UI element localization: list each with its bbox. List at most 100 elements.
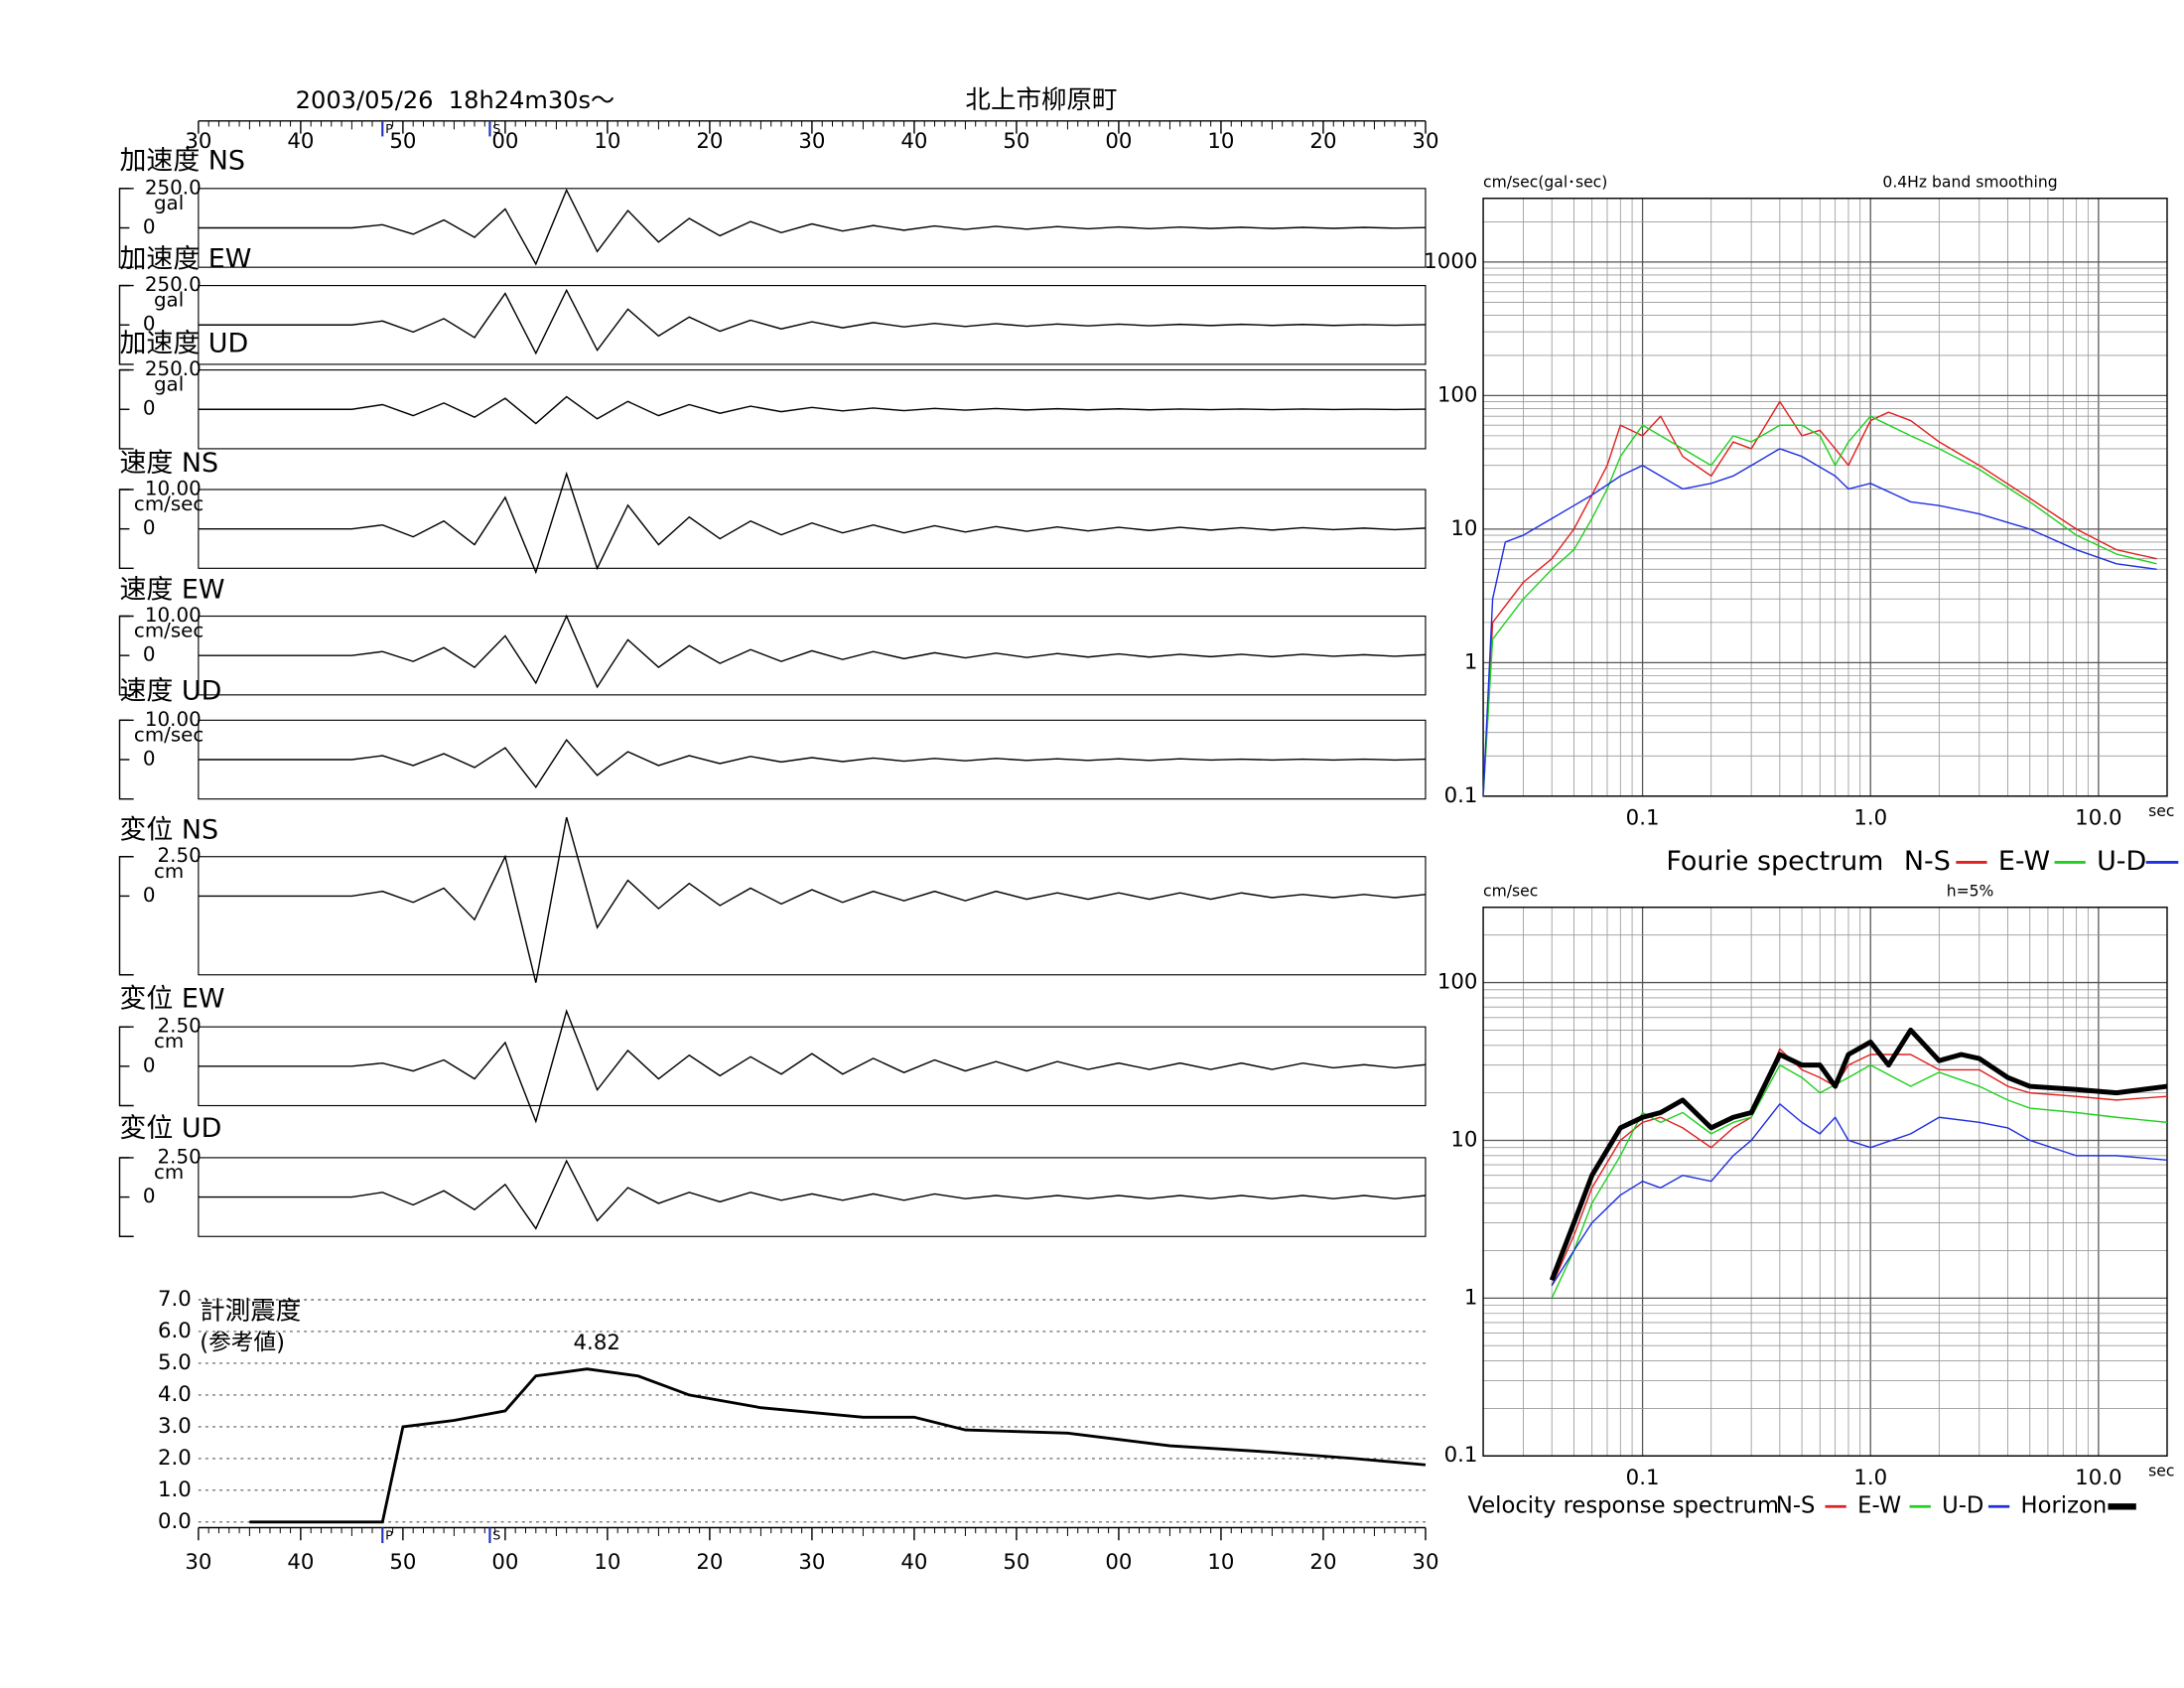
waveform [198,1009,1427,1124]
x-tick-label: 20 [1309,1550,1336,1575]
y-tick-label: 0 [143,215,156,238]
legend-label: U-D [1942,1493,1983,1519]
x-tick-label: 10.0 [2075,1466,2121,1490]
panel-frame [198,856,1427,976]
waveform [198,288,1426,355]
unit-label: cm/sec [134,620,204,642]
y-tick-label: 6.0 [158,1319,192,1343]
waveform [198,395,1426,425]
chart-title: Velocity response spectrum [1467,1493,1779,1519]
intensity-line [249,1367,1427,1524]
spectrum-line [1482,415,2157,796]
spectrum-line [1549,1027,2168,1282]
unit-label: cm/sec [134,723,204,746]
x-tick-label: 40 [900,1550,927,1575]
unit-label: gal [154,289,184,312]
waveform [198,1159,1427,1230]
spectrum-line [1482,448,2157,796]
y-tick-label: 10 [1450,1127,1477,1152]
y-tick-label: 0 [143,748,156,771]
x-tick-label: 50 [1003,129,1029,154]
x-tick-label: 50 [389,129,416,154]
chart-title: 計測震度 [200,1297,301,1327]
spectrum-line [1551,1063,2168,1299]
panel-frame [198,615,1427,696]
x-tick-label: 30 [185,1550,211,1575]
y-tick-label: 2.50 [158,1145,202,1168]
y-tick-label: 2.50 [158,1015,202,1038]
unit-label: cm [154,1161,184,1184]
legend-label: U-D [2097,846,2146,877]
chart-note: h=5% [1947,883,1994,901]
waveform [198,614,1426,689]
y-tick-label: 2.50 [158,844,202,867]
peak-label: 4.82 [574,1331,620,1355]
x-tick-label: 00 [491,129,518,154]
y-axis-label: cm/sec(gal･sec) [1483,174,1607,192]
x-tick-label: 10.0 [2075,806,2121,831]
panel-bracket [118,856,134,976]
y-tick-label: 1000 [1424,249,1477,274]
panel-title: 変位 EW [119,984,224,1015]
spectrum-line [1482,400,2157,796]
x-tick-label: 20 [1309,129,1336,154]
x-tick-label: 00 [1105,129,1132,154]
x-tick-label: 10 [594,1550,620,1575]
y-tick-label: 7.0 [158,1287,192,1312]
station-name: 北上市柳原町 [965,85,1117,115]
y-tick-label: 10 [1450,516,1477,541]
x-tick-label: 00 [1105,1550,1132,1575]
panel-title: 速度 NS [119,448,218,479]
legend-label: E-W [1998,846,2050,877]
y-tick-label: 1 [1464,1285,1478,1310]
panel-title: 変位 UD [119,1113,221,1144]
waveform [198,738,1426,788]
x-tick-label: 20 [696,1550,723,1575]
x-tick-label: 10 [1207,129,1234,154]
phase-marker-label: P [385,122,393,137]
spectrum-line [1551,1103,2168,1287]
y-tick-label: 2.0 [158,1446,192,1471]
panel-frame [198,1157,1427,1237]
plot-frame [1482,198,2168,797]
y-tick-label: 0 [143,313,156,336]
panel-title: 速度 EW [119,575,224,606]
y-tick-label: 10.00 [145,708,202,731]
x-tick-label: 50 [389,1550,416,1575]
unit-label: gal [154,192,184,214]
panel-title: 速度 UD [119,676,221,707]
x-tick-label: 30 [798,1550,825,1575]
y-tick-label: 10.00 [145,604,202,627]
x-tick-label: 30 [1412,1550,1438,1575]
panel-title: 変位 NS [119,815,218,846]
x-tick-label: 30 [1412,129,1438,154]
y-tick-label: 10.00 [145,478,202,500]
y-tick-label: 100 [1437,382,1478,407]
panel-title: 加速度 EW [119,244,251,275]
spectrum-line [1551,1048,2168,1287]
phase-marker-label: P [385,1529,393,1544]
unit-label: gal [154,373,184,396]
y-tick-label: 0.0 [158,1509,192,1534]
chart-note: 0.4Hz band smoothing [1882,174,2057,192]
unit-label: cm/sec [134,492,204,515]
x-tick-label: 30 [798,129,825,154]
y-tick-label: 100 [1437,970,1478,995]
unit-label: cm [154,860,184,883]
phase-marker-label: S [492,122,500,137]
x-tick-label: 1.0 [1853,1466,1887,1490]
y-tick-label: 0.1 [1444,1443,1478,1468]
x-tick-label: 40 [900,129,927,154]
y-tick-label: 1.0 [158,1477,192,1502]
panel-title: 加速度 NS [119,145,245,176]
panel-frame [198,489,1427,569]
y-tick-label: 0 [143,397,156,420]
legend-label: N-S [1776,1493,1816,1519]
y-axis-label: cm/sec [1483,883,1538,901]
x-tick-label: 00 [491,1550,518,1575]
waveform [198,816,1427,983]
y-tick-label: 0 [143,643,156,666]
plot-frame [1482,907,2168,1457]
x-tick-label: 30 [185,129,211,154]
